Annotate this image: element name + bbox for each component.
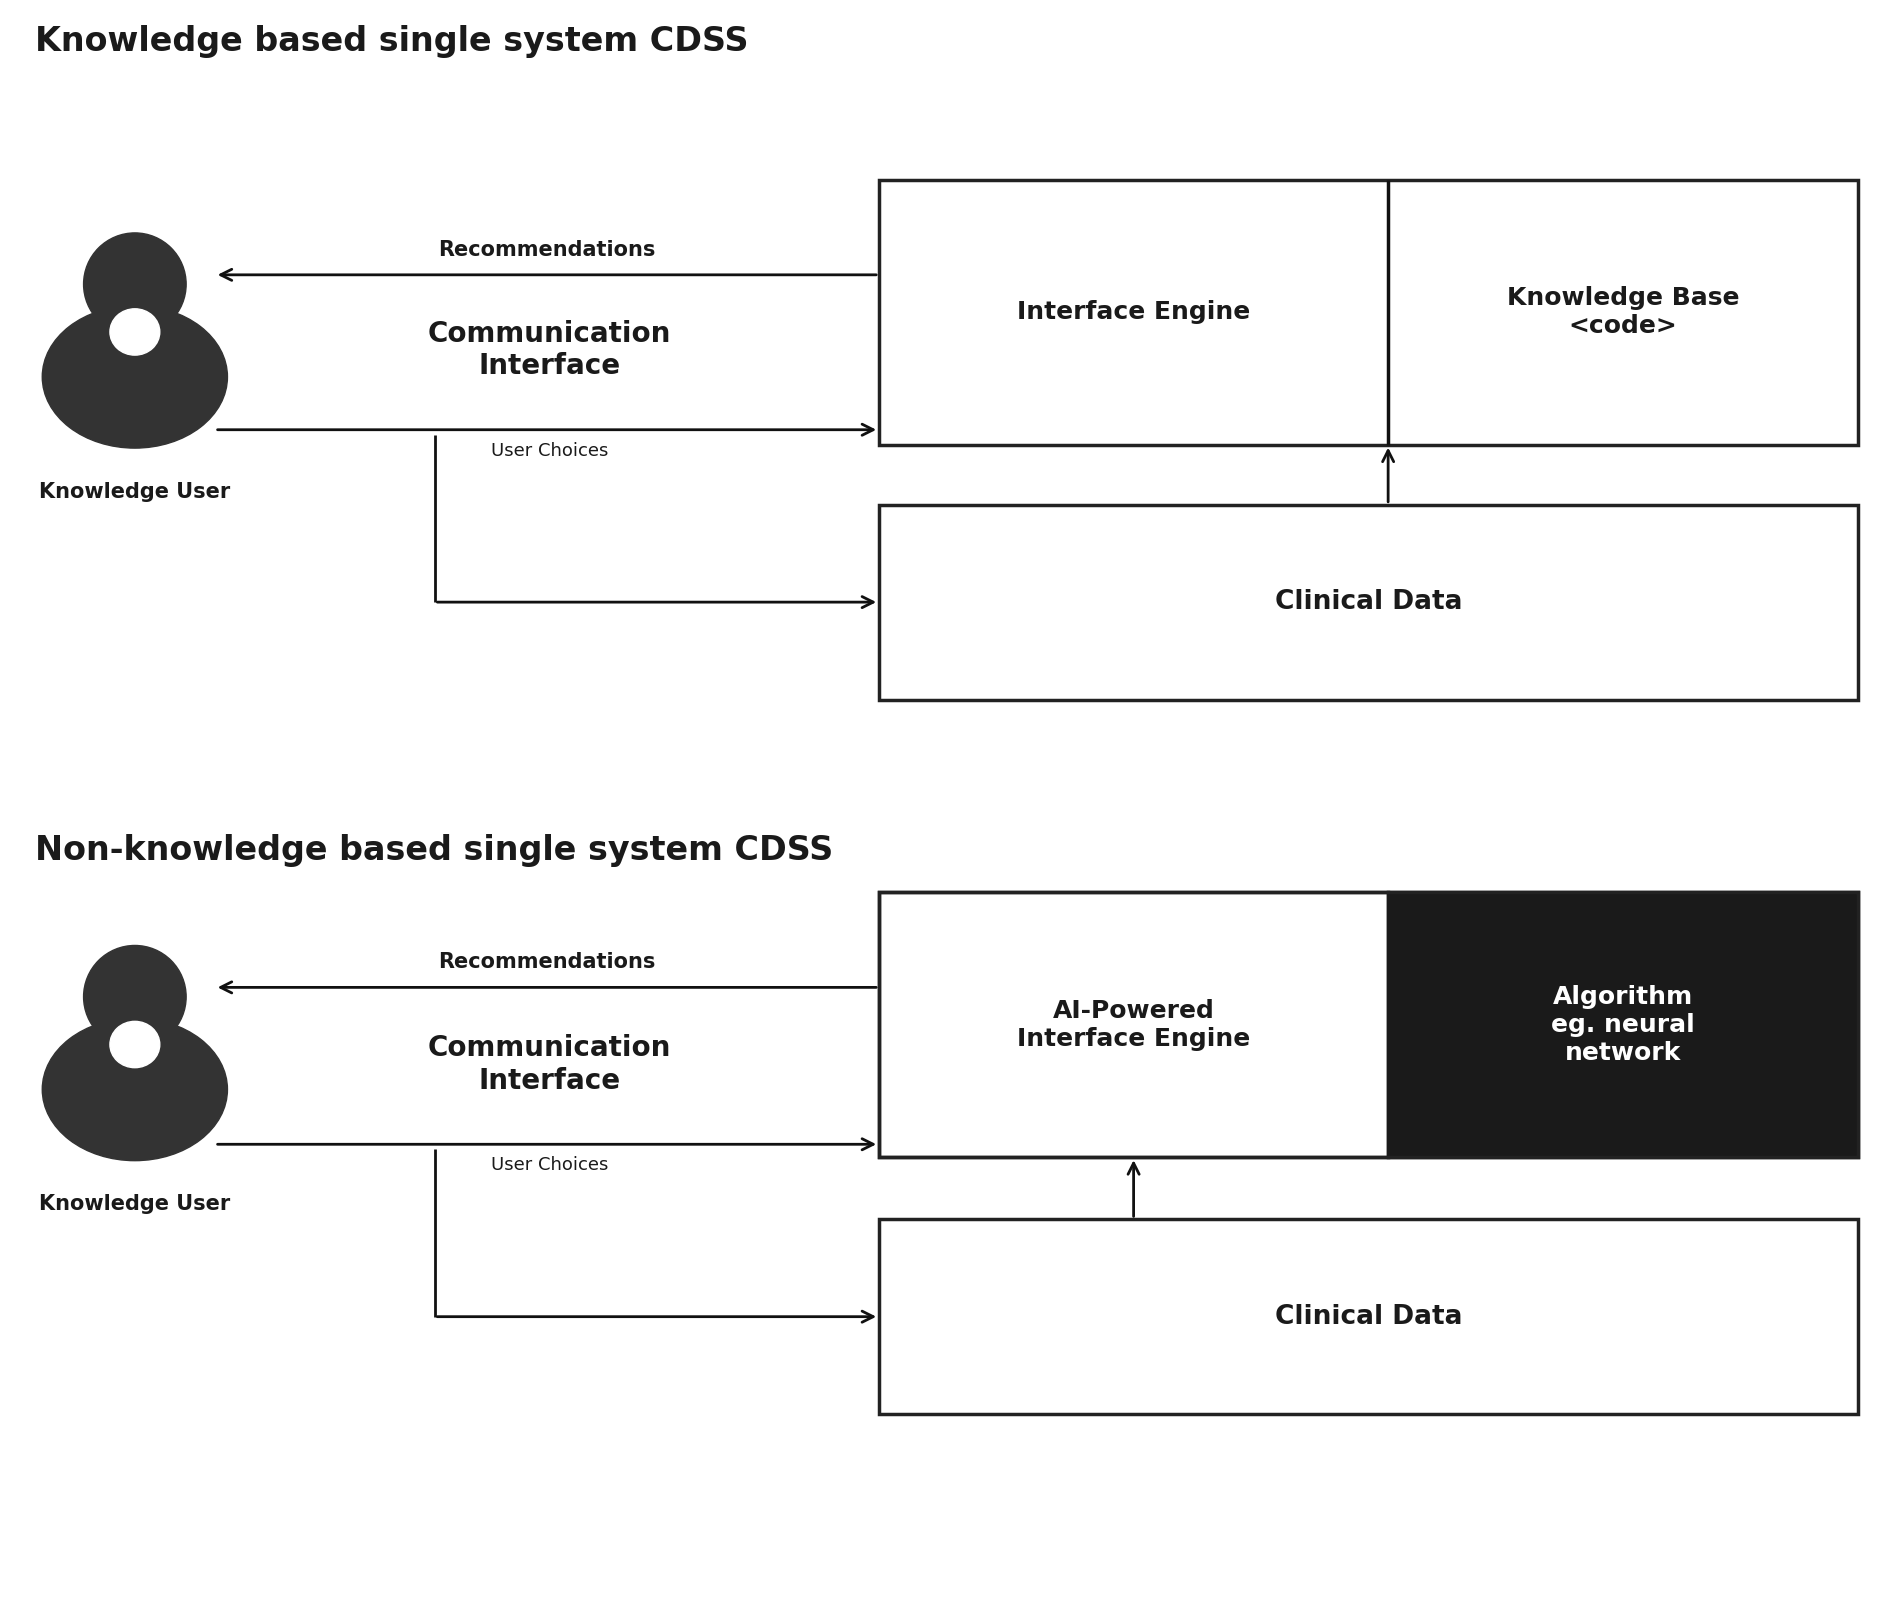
Ellipse shape [42,1019,228,1161]
Bar [879,505,1858,700]
Bar [879,179,1858,445]
Ellipse shape [110,309,159,355]
Ellipse shape [110,1022,159,1068]
Text: Knowledge based single system CDSS: Knowledge based single system CDSS [34,26,748,58]
Text: Algorithm
eg. neural
network: Algorithm eg. neural network [1551,985,1695,1065]
Circle shape [84,945,186,1047]
Text: Non-knowledge based single system CDSS: Non-knowledge based single system CDSS [34,835,833,868]
Text: AI-Powered
Interface Engine: AI-Powered Interface Engine [1017,999,1251,1051]
Circle shape [84,233,186,336]
Bar [879,892,1858,1158]
Text: Recommendations: Recommendations [438,240,655,259]
Text: Knowledge User: Knowledge User [40,481,230,502]
Bar [879,1218,1858,1414]
Text: User Choices: User Choices [492,441,607,461]
Text: Communication
Interface: Communication Interface [427,320,672,381]
Text: Knowledge User: Knowledge User [40,1194,230,1214]
Text: Knowledge Base
<code>: Knowledge Base <code> [1507,286,1739,339]
Text: Communication
Interface: Communication Interface [427,1035,672,1095]
Text: User Choices: User Choices [492,1156,607,1174]
Bar [879,892,1387,1158]
Ellipse shape [42,305,228,448]
Text: Clinical Data: Clinical Data [1275,588,1461,616]
Text: Clinical Data: Clinical Data [1275,1303,1461,1330]
Bar [1387,892,1858,1158]
Text: Recommendations: Recommendations [438,953,655,972]
Text: Interface Engine: Interface Engine [1017,301,1251,325]
